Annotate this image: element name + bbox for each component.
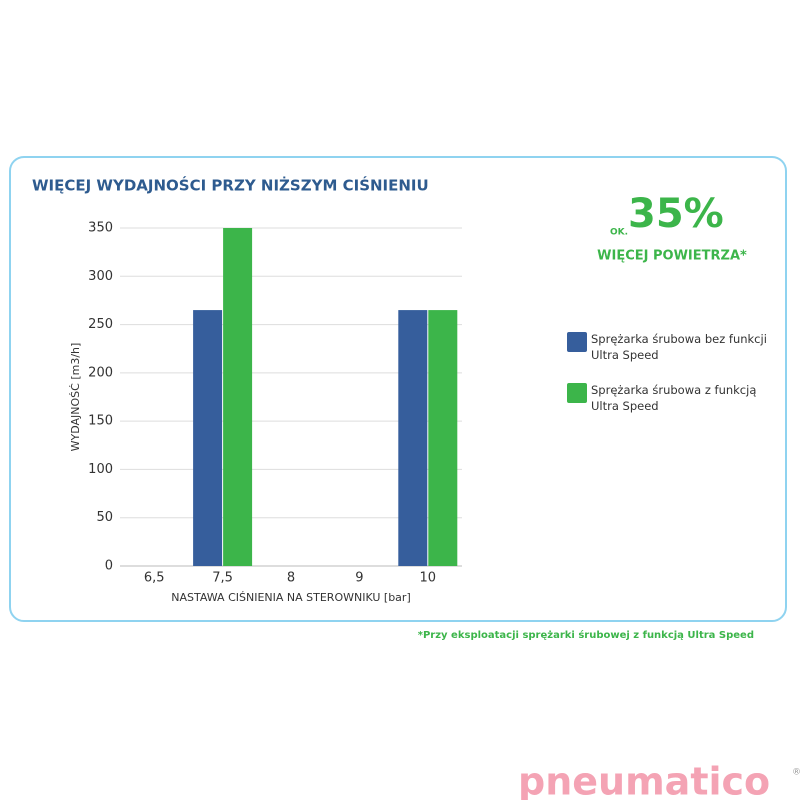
bar — [398, 310, 428, 566]
y-tick-label: 100 — [88, 462, 113, 477]
logo: pneumatico — [518, 760, 770, 800]
y-tick-label: 150 — [88, 414, 113, 429]
y-tick-label: 250 — [88, 317, 113, 332]
legend-label: Sprężarka śrubowa bez funkcji Ultra Spee… — [591, 332, 767, 362]
bar — [428, 310, 458, 566]
y-tick-label: 200 — [88, 365, 113, 380]
callout-value: 35% — [628, 191, 724, 237]
x-tick-label: 10 — [420, 571, 437, 586]
y-tick-label: 300 — [88, 269, 113, 284]
y-tick-label: 0 — [105, 559, 113, 574]
footnote: *Przy eksploatacji sprężarki śrubowej z … — [418, 629, 754, 641]
y-axis-label: WYDAJNOŚĆ [m3/h] — [69, 343, 82, 452]
logo-mark: ® — [792, 768, 800, 778]
y-tick-label: 350 — [88, 221, 113, 236]
y-tick-label: 50 — [96, 510, 113, 525]
x-tick-label: 8 — [287, 571, 295, 586]
chart-title: WIĘCEJ WYDAJNOŚCI PRZY NIŻSZYM CIŚNIENIU — [32, 176, 429, 195]
x-tick-label: 9 — [355, 571, 363, 586]
x-axis-label: NASTAWA CIŚNIENIA NA STEROWNIKU [bar] — [171, 591, 411, 604]
legend-swatch — [567, 332, 587, 352]
x-tick-label: 6,5 — [144, 571, 165, 586]
x-tick-label: 7,5 — [212, 571, 233, 586]
bar — [223, 228, 253, 566]
callout-prefix: OK. — [610, 228, 628, 238]
legend-label: Sprężarka śrubowa z funkcją Ultra Speed — [591, 383, 757, 413]
callout-text: WIĘCEJ POWIETRZA* — [597, 249, 747, 264]
bar — [193, 310, 223, 566]
legend-swatch — [567, 383, 587, 403]
